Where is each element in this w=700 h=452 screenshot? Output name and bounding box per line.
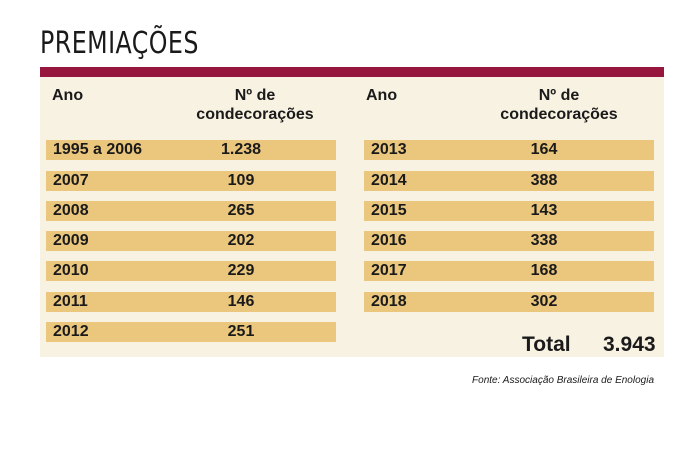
count-cell: 338 — [530, 232, 558, 249]
year-cell: 2016 — [371, 232, 407, 249]
table-row: 1995 a 2006 1.238 — [46, 140, 336, 160]
table-row: 2017 168 — [364, 261, 654, 281]
year-cell: 2011 — [53, 293, 88, 310]
header-count-line2: condecorações — [196, 106, 314, 123]
year-cell: 1995 a 2006 — [53, 141, 142, 158]
count-cell: 251 — [227, 323, 255, 340]
table-row: 2016 338 — [364, 231, 654, 251]
table-row: 2008 265 — [46, 201, 336, 221]
source-note: Fonte: Associação Brasileira de Enologia — [472, 375, 654, 386]
header-count-line2: condecorações — [500, 106, 618, 123]
table-row: 2018 302 — [364, 292, 654, 312]
count-cell: 229 — [227, 262, 255, 279]
header-count-right: Nº de condecorações — [484, 86, 634, 124]
accent-bar — [40, 67, 664, 77]
table-row: 2009 202 — [46, 231, 336, 251]
header-count-line1: Nº de — [538, 87, 580, 104]
count-cell: 164 — [530, 141, 558, 158]
year-cell: 2017 — [371, 262, 407, 279]
total-value: 3.943 — [603, 333, 656, 356]
total-label: Total — [522, 333, 571, 356]
year-cell: 2015 — [371, 202, 407, 219]
header-year-left: Ano — [52, 87, 84, 104]
table-row: 2010 229 — [46, 261, 336, 281]
header-count-line1: Nº de — [234, 87, 276, 104]
year-cell: 2012 — [53, 323, 89, 340]
year-cell: 2014 — [371, 172, 407, 189]
year-cell: 2013 — [371, 141, 407, 158]
count-cell: 143 — [530, 202, 558, 219]
table-row: 2007 109 — [46, 171, 336, 191]
table-row: 2013 164 — [364, 140, 654, 160]
header-count-left: Nº de condecorações — [180, 86, 330, 124]
year-cell: 2010 — [53, 262, 89, 279]
year-cell: 2009 — [53, 232, 89, 249]
page-title: PREMIAÇÕES — [40, 26, 199, 61]
table-row: 2015 143 — [364, 201, 654, 221]
header-year-right: Ano — [366, 87, 398, 104]
count-cell: 146 — [227, 293, 255, 310]
year-cell: 2018 — [371, 293, 407, 310]
count-cell: 109 — [227, 172, 255, 189]
table-row: 2011 146 — [46, 292, 336, 312]
count-cell: 302 — [530, 293, 558, 310]
count-cell: 202 — [227, 232, 255, 249]
count-cell: 388 — [530, 172, 558, 189]
count-cell: 168 — [530, 262, 558, 279]
year-cell: 2008 — [53, 202, 89, 219]
table-row: 2014 388 — [364, 171, 654, 191]
table-row: 2012 251 — [46, 322, 336, 342]
count-cell: 1.238 — [220, 141, 262, 158]
count-cell: 265 — [227, 202, 255, 219]
year-cell: 2007 — [53, 172, 89, 189]
